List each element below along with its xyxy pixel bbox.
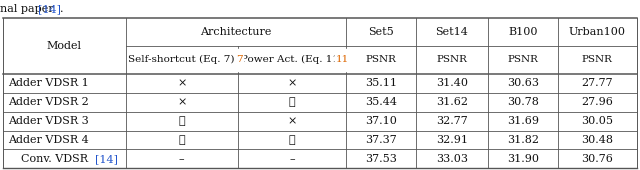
Text: ✓: ✓ bbox=[289, 135, 295, 145]
Text: .: . bbox=[60, 4, 63, 14]
FancyBboxPatch shape bbox=[236, 49, 243, 71]
Text: ×: × bbox=[287, 78, 297, 88]
Text: Adder VDSR 3: Adder VDSR 3 bbox=[8, 116, 89, 126]
Text: 37.53: 37.53 bbox=[365, 154, 397, 164]
Text: 11: 11 bbox=[335, 55, 349, 64]
Text: [14]: [14] bbox=[95, 154, 118, 164]
Text: Adder VDSR 1: Adder VDSR 1 bbox=[8, 78, 89, 88]
Text: 35.11: 35.11 bbox=[365, 78, 397, 88]
Text: Set14: Set14 bbox=[436, 27, 468, 37]
Text: 31.82: 31.82 bbox=[507, 135, 539, 145]
Text: Adder VDSR 2: Adder VDSR 2 bbox=[8, 97, 89, 107]
Text: Architecture: Architecture bbox=[200, 27, 271, 37]
Text: 37.37: 37.37 bbox=[365, 135, 397, 145]
Text: 32.91: 32.91 bbox=[436, 135, 468, 145]
Text: 30.05: 30.05 bbox=[581, 116, 613, 126]
Text: nal paper: nal paper bbox=[0, 4, 57, 14]
Text: –: – bbox=[179, 154, 184, 164]
Text: ×: × bbox=[177, 78, 186, 88]
Text: –: – bbox=[289, 154, 295, 164]
Text: Urban100: Urban100 bbox=[569, 27, 626, 37]
Text: Self-shortcut (Eq. 7): Self-shortcut (Eq. 7) bbox=[129, 55, 235, 64]
Text: ✓: ✓ bbox=[179, 135, 185, 145]
Text: PSNR: PSNR bbox=[508, 55, 538, 64]
Text: 30.48: 30.48 bbox=[581, 135, 613, 145]
Text: 30.63: 30.63 bbox=[507, 78, 539, 88]
Text: PSNR: PSNR bbox=[366, 55, 397, 64]
Text: [14]: [14] bbox=[38, 4, 61, 14]
Text: 7: 7 bbox=[237, 55, 243, 64]
FancyBboxPatch shape bbox=[335, 49, 348, 71]
Text: 37.10: 37.10 bbox=[365, 116, 397, 126]
Text: 31.69: 31.69 bbox=[507, 116, 539, 126]
Text: 31.90: 31.90 bbox=[507, 154, 539, 164]
Text: ×: × bbox=[287, 116, 297, 126]
Text: ✓: ✓ bbox=[289, 97, 295, 107]
Text: B100: B100 bbox=[508, 27, 538, 37]
Text: Model: Model bbox=[47, 41, 82, 51]
Text: Adder VDSR 4: Adder VDSR 4 bbox=[8, 135, 89, 145]
Text: 33.03: 33.03 bbox=[436, 154, 468, 164]
Text: 31.62: 31.62 bbox=[436, 97, 468, 107]
Text: 27.96: 27.96 bbox=[581, 97, 613, 107]
Text: Set5: Set5 bbox=[369, 27, 394, 37]
Text: 31.40: 31.40 bbox=[436, 78, 468, 88]
Text: PSNR: PSNR bbox=[582, 55, 612, 64]
Text: 30.78: 30.78 bbox=[507, 97, 539, 107]
Text: Conv. VDSR: Conv. VDSR bbox=[21, 154, 92, 164]
Text: 30.76: 30.76 bbox=[581, 154, 613, 164]
Text: PSNR: PSNR bbox=[436, 55, 467, 64]
Text: ×: × bbox=[177, 97, 186, 107]
Text: ✓: ✓ bbox=[179, 116, 185, 126]
Text: Power Act. (Eq. 11): Power Act. (Eq. 11) bbox=[241, 55, 343, 64]
Text: 32.77: 32.77 bbox=[436, 116, 468, 126]
Text: 27.77: 27.77 bbox=[581, 78, 613, 88]
Text: 35.44: 35.44 bbox=[365, 97, 397, 107]
